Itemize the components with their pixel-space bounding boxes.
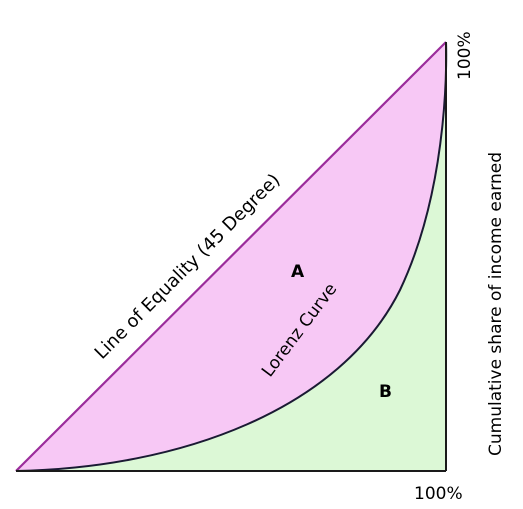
- x-max-label: 100%: [414, 484, 463, 504]
- y-axis-title: Cumulative share of income earned: [486, 152, 506, 456]
- area-b-label: B: [379, 382, 392, 402]
- area-b-region: [16, 42, 447, 471]
- area-a-label: A: [291, 262, 305, 282]
- y-max-label: 100%: [455, 31, 475, 80]
- line-of-equality: [15, 41, 447, 472]
